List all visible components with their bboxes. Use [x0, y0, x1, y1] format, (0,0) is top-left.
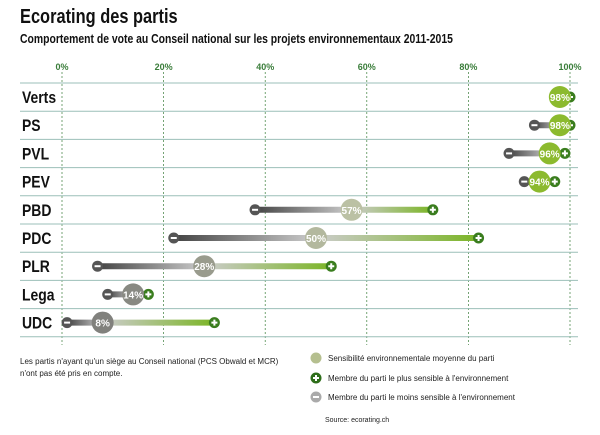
- tick-label: 100%: [558, 62, 581, 72]
- average-label: 50%: [306, 234, 326, 245]
- average-label: 98%: [550, 93, 570, 104]
- category-label: Lega: [22, 286, 55, 305]
- average-label: 28%: [194, 262, 214, 273]
- tick-label: 80%: [459, 62, 477, 72]
- legend-min: Membre du parti le moins sensible à l'en…: [310, 391, 515, 403]
- tick-label: 20%: [155, 62, 173, 72]
- tick-label: 0%: [55, 62, 68, 72]
- category-label: PS: [22, 117, 41, 136]
- category-label: PBD: [22, 202, 51, 221]
- average-label: 98%: [550, 121, 570, 132]
- category-label: PEV: [22, 173, 50, 192]
- footnote: Les partis n'ayant qu'un siège au Consei…: [20, 357, 279, 378]
- legend-label: Membre du parti le moins sensible à l'en…: [328, 392, 515, 402]
- average-marker: [538, 142, 561, 165]
- chart-title: Ecorating des partis: [20, 6, 178, 28]
- average-marker: [122, 283, 145, 306]
- average-marker: [548, 86, 571, 108]
- average-label: 96%: [540, 149, 560, 160]
- legend-label: Membre du parti le plus sensible à l'env…: [328, 373, 509, 383]
- category-label: Verts: [22, 89, 56, 108]
- source: Source: ecorating.ch: [325, 417, 390, 424]
- legend-average: Sensibilité environnementale moyenne du …: [310, 352, 494, 364]
- average-label: 94%: [530, 178, 550, 189]
- average-marker: [305, 227, 327, 249]
- average-label: 8%: [95, 319, 110, 330]
- category-label: PDC: [22, 230, 51, 249]
- average-marker: [193, 255, 216, 278]
- average-marker: [528, 170, 551, 193]
- average-circle-icon: [310, 352, 322, 364]
- minus-circle-icon: [310, 391, 322, 403]
- average-marker: [548, 114, 571, 137]
- plus-circle-icon: [310, 372, 322, 384]
- average-marker: [91, 311, 114, 334]
- tick-label: 60%: [358, 62, 376, 72]
- average-label: 57%: [342, 206, 362, 217]
- category-label: UDC: [22, 314, 52, 333]
- category-label: PVL: [22, 145, 50, 164]
- chart-subtitle: Comportement de vote au Conseil national…: [20, 31, 453, 46]
- legend-max: Membre du parti le plus sensible à l'env…: [310, 372, 508, 384]
- category-label: PLR: [22, 258, 50, 277]
- average-marker: [340, 198, 363, 221]
- tick-label: 40%: [256, 62, 274, 72]
- legend-label: Sensibilité environnementale moyenne du …: [328, 353, 495, 363]
- average-label: 14%: [123, 290, 143, 301]
